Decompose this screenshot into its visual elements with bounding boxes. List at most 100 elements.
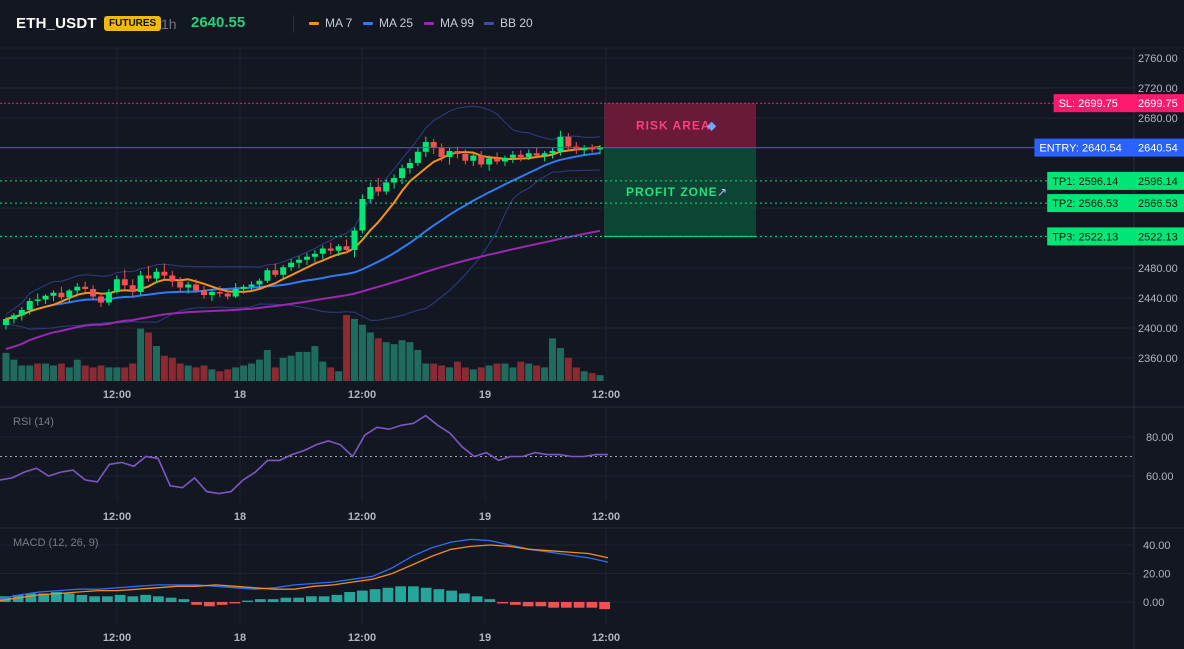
tp2-tag-bg (1047, 194, 1184, 213)
volume-bar (461, 367, 469, 381)
candle-body (224, 293, 231, 297)
time-label: 12:00 (592, 389, 620, 401)
futures-badge: FUTURES (104, 16, 162, 31)
macd-histogram-bar (153, 596, 164, 602)
tp1-tag-bg (1047, 171, 1184, 190)
legend-bb20[interactable]: BB 20 (484, 16, 533, 30)
risk-area-box (604, 103, 756, 148)
candle-body (272, 270, 279, 275)
candle-body (343, 246, 350, 250)
volume-bar (564, 357, 572, 381)
macd-histogram-bar (280, 597, 292, 602)
bb20-swatch (484, 21, 494, 25)
candle-body (399, 168, 406, 178)
candle-body (494, 158, 501, 162)
candle-body (446, 151, 453, 157)
tp1-tag-value: 2596.14 (1138, 176, 1178, 188)
candle-body (367, 187, 374, 199)
candle-body (462, 154, 469, 161)
macd-histogram-bar (382, 587, 394, 602)
macd-time-label: 12:00 (592, 632, 620, 644)
volume-bar (192, 367, 200, 381)
timeframe-label[interactable]: 1h (161, 16, 177, 32)
legend-ma99[interactable]: MA 99 (424, 16, 474, 30)
volume-bar (501, 363, 509, 381)
symbol-label[interactable]: ETH_USDT (16, 15, 97, 32)
macd-title: MACD (12, 26, 9) (13, 537, 99, 549)
tp3-tag-bg (1047, 227, 1184, 246)
ma99-line (5, 229, 601, 350)
shield-icon: ◆ (707, 118, 717, 132)
candle-body (414, 151, 421, 163)
macd-histogram-bar (51, 592, 62, 602)
price-tick-label: 2400.00 (1138, 323, 1178, 335)
macd-histogram-bar (216, 602, 228, 605)
tp2-tag-label: TP2: 2566.53 (1052, 198, 1118, 210)
volume-bar (517, 361, 525, 381)
candle-body (10, 315, 17, 319)
volume-bar (438, 365, 446, 381)
macd-histogram-bar (599, 602, 610, 610)
macd-histogram-bar (586, 602, 598, 608)
volume-bar (382, 342, 390, 381)
legend-ma25[interactable]: MA 25 (363, 16, 413, 30)
candle-body (406, 163, 413, 169)
macd-histogram-bar (561, 602, 572, 608)
candle-body (296, 259, 303, 263)
macd-histogram-bar (25, 593, 37, 602)
volume-bar (556, 348, 564, 381)
last-price: 2640.55 (191, 14, 246, 31)
volume-bar (366, 332, 374, 381)
macd-histogram-bar (38, 593, 49, 602)
volume-bar (390, 344, 398, 381)
macd-histogram-bar (267, 599, 279, 602)
volume-bar (525, 363, 533, 381)
macd-histogram-bar (331, 594, 343, 602)
rsi-time-label: 12:00 (103, 511, 131, 523)
macd-histogram-bar (446, 590, 457, 602)
bb-lower-band (5, 169, 601, 330)
candle-body (216, 292, 223, 294)
macd-histogram-bar (255, 599, 266, 602)
volume-bar (327, 367, 335, 381)
macd-time-label: 12:00 (103, 632, 131, 644)
volume-bar (303, 351, 311, 381)
volume-bar (279, 357, 287, 381)
volume-bar (216, 371, 224, 381)
macd-histogram-bar (510, 602, 521, 605)
sl-tag: SL: 2699.75 2699.75 (1053, 94, 1184, 113)
volume-bar (509, 367, 517, 381)
rsi-time-label: 18 (234, 511, 246, 523)
volume-bar (572, 367, 580, 381)
macd-tick-label: 0.00 (1143, 597, 1164, 609)
volume-bar (430, 363, 438, 381)
volume-bar (49, 365, 57, 381)
candle-body (248, 284, 255, 287)
macd-histogram-bar (76, 594, 88, 602)
candle-body (375, 187, 382, 192)
candle-body (82, 286, 89, 289)
sl-tag-bg (1053, 94, 1184, 113)
volume-bar (335, 371, 343, 381)
volume-bar (343, 315, 351, 381)
risk-area-label: RISK AREA (636, 118, 711, 132)
macd-histogram-bar (369, 589, 381, 602)
macd-histogram-bar (548, 602, 559, 608)
macd-histogram-bar (357, 590, 368, 602)
time-label: 18 (234, 389, 246, 401)
macd-time-label: 18 (234, 632, 246, 644)
candle-body (74, 286, 81, 291)
macd-histogram-bar (165, 597, 177, 602)
candle-body (208, 292, 215, 295)
candle-body (303, 256, 310, 260)
volume-bar (469, 369, 477, 381)
time-label: 12:00 (103, 389, 131, 401)
rsi-tick-label: 60.00 (1146, 471, 1174, 483)
legend-ma7[interactable]: MA 7 (309, 16, 352, 30)
macd-histogram-bar (63, 593, 75, 602)
time-label: 19 (479, 389, 491, 401)
volume-bar (398, 340, 406, 381)
volume-bar (2, 352, 10, 381)
candle-body (18, 310, 25, 316)
